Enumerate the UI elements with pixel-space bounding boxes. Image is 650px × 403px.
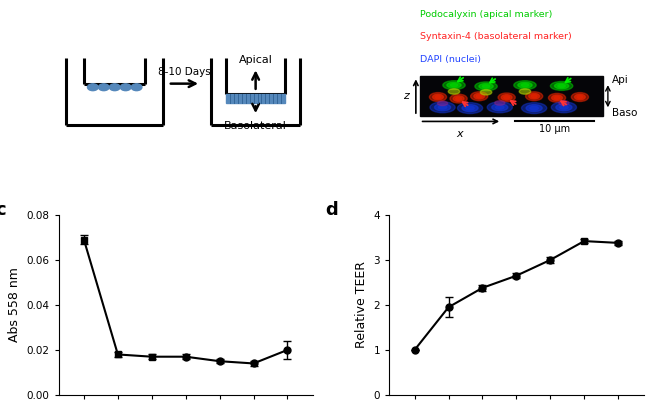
Ellipse shape bbox=[479, 83, 493, 89]
Ellipse shape bbox=[450, 84, 458, 87]
Ellipse shape bbox=[554, 96, 560, 99]
Ellipse shape bbox=[430, 93, 447, 102]
Text: Baso: Baso bbox=[612, 108, 637, 118]
Ellipse shape bbox=[435, 104, 450, 111]
Ellipse shape bbox=[482, 85, 489, 88]
Text: Basolateral: Basolateral bbox=[224, 120, 287, 131]
Ellipse shape bbox=[526, 105, 542, 112]
Ellipse shape bbox=[559, 101, 569, 105]
Ellipse shape bbox=[519, 89, 530, 94]
Ellipse shape bbox=[552, 95, 562, 101]
Ellipse shape bbox=[549, 93, 566, 102]
Ellipse shape bbox=[530, 106, 538, 110]
Ellipse shape bbox=[471, 92, 488, 101]
Ellipse shape bbox=[558, 85, 566, 87]
Ellipse shape bbox=[529, 93, 539, 99]
Ellipse shape bbox=[437, 101, 448, 106]
Ellipse shape bbox=[498, 93, 515, 102]
Ellipse shape bbox=[504, 96, 510, 99]
Ellipse shape bbox=[551, 102, 577, 113]
Ellipse shape bbox=[480, 89, 492, 95]
Text: a: a bbox=[53, 0, 66, 4]
Ellipse shape bbox=[495, 101, 505, 105]
Bar bbox=[420, 77, 603, 116]
Ellipse shape bbox=[501, 95, 512, 100]
Ellipse shape bbox=[521, 103, 547, 114]
Text: Api: Api bbox=[612, 75, 629, 85]
Ellipse shape bbox=[458, 103, 482, 114]
Text: d: d bbox=[326, 201, 338, 218]
Ellipse shape bbox=[518, 82, 532, 88]
Ellipse shape bbox=[488, 102, 512, 113]
Ellipse shape bbox=[462, 105, 478, 112]
Text: c: c bbox=[0, 201, 6, 218]
Ellipse shape bbox=[571, 93, 588, 102]
Text: Apical: Apical bbox=[239, 55, 272, 65]
Ellipse shape bbox=[439, 106, 447, 109]
Ellipse shape bbox=[492, 104, 508, 111]
Ellipse shape bbox=[443, 81, 465, 89]
Ellipse shape bbox=[466, 106, 474, 110]
Ellipse shape bbox=[435, 96, 441, 98]
Ellipse shape bbox=[430, 102, 455, 113]
Ellipse shape bbox=[556, 104, 572, 111]
Text: Syntaxin-4 (basolateral marker): Syntaxin-4 (basolateral marker) bbox=[420, 32, 571, 42]
Bar bbox=[226, 94, 285, 102]
Ellipse shape bbox=[456, 97, 462, 100]
Text: b: b bbox=[384, 0, 397, 4]
Ellipse shape bbox=[514, 81, 536, 89]
Ellipse shape bbox=[88, 84, 98, 91]
Text: x: x bbox=[457, 129, 463, 139]
Ellipse shape bbox=[476, 95, 482, 98]
Text: z: z bbox=[403, 91, 409, 101]
Ellipse shape bbox=[554, 83, 569, 89]
Y-axis label: Abs 558 nm: Abs 558 nm bbox=[8, 268, 21, 343]
Ellipse shape bbox=[551, 81, 573, 90]
Ellipse shape bbox=[448, 89, 460, 94]
Ellipse shape bbox=[447, 82, 461, 88]
Ellipse shape bbox=[560, 106, 568, 109]
Ellipse shape bbox=[531, 95, 537, 98]
Ellipse shape bbox=[98, 84, 109, 91]
Ellipse shape bbox=[521, 84, 528, 87]
Ellipse shape bbox=[475, 82, 497, 91]
Ellipse shape bbox=[577, 96, 583, 98]
Ellipse shape bbox=[453, 96, 464, 102]
Text: 10 μm: 10 μm bbox=[539, 124, 570, 134]
Ellipse shape bbox=[131, 84, 142, 91]
Ellipse shape bbox=[474, 93, 484, 99]
Ellipse shape bbox=[526, 92, 543, 101]
Text: Podocalyxin (apical marker): Podocalyxin (apical marker) bbox=[420, 10, 552, 19]
Ellipse shape bbox=[433, 94, 443, 100]
Ellipse shape bbox=[120, 84, 131, 91]
Ellipse shape bbox=[496, 106, 504, 109]
Ellipse shape bbox=[575, 94, 585, 100]
Ellipse shape bbox=[450, 94, 467, 103]
Ellipse shape bbox=[109, 84, 120, 91]
Text: 8-10 Days: 8-10 Days bbox=[158, 67, 211, 77]
Text: DAPI (nuclei): DAPI (nuclei) bbox=[420, 55, 480, 64]
Y-axis label: Relative TEER: Relative TEER bbox=[355, 262, 368, 349]
